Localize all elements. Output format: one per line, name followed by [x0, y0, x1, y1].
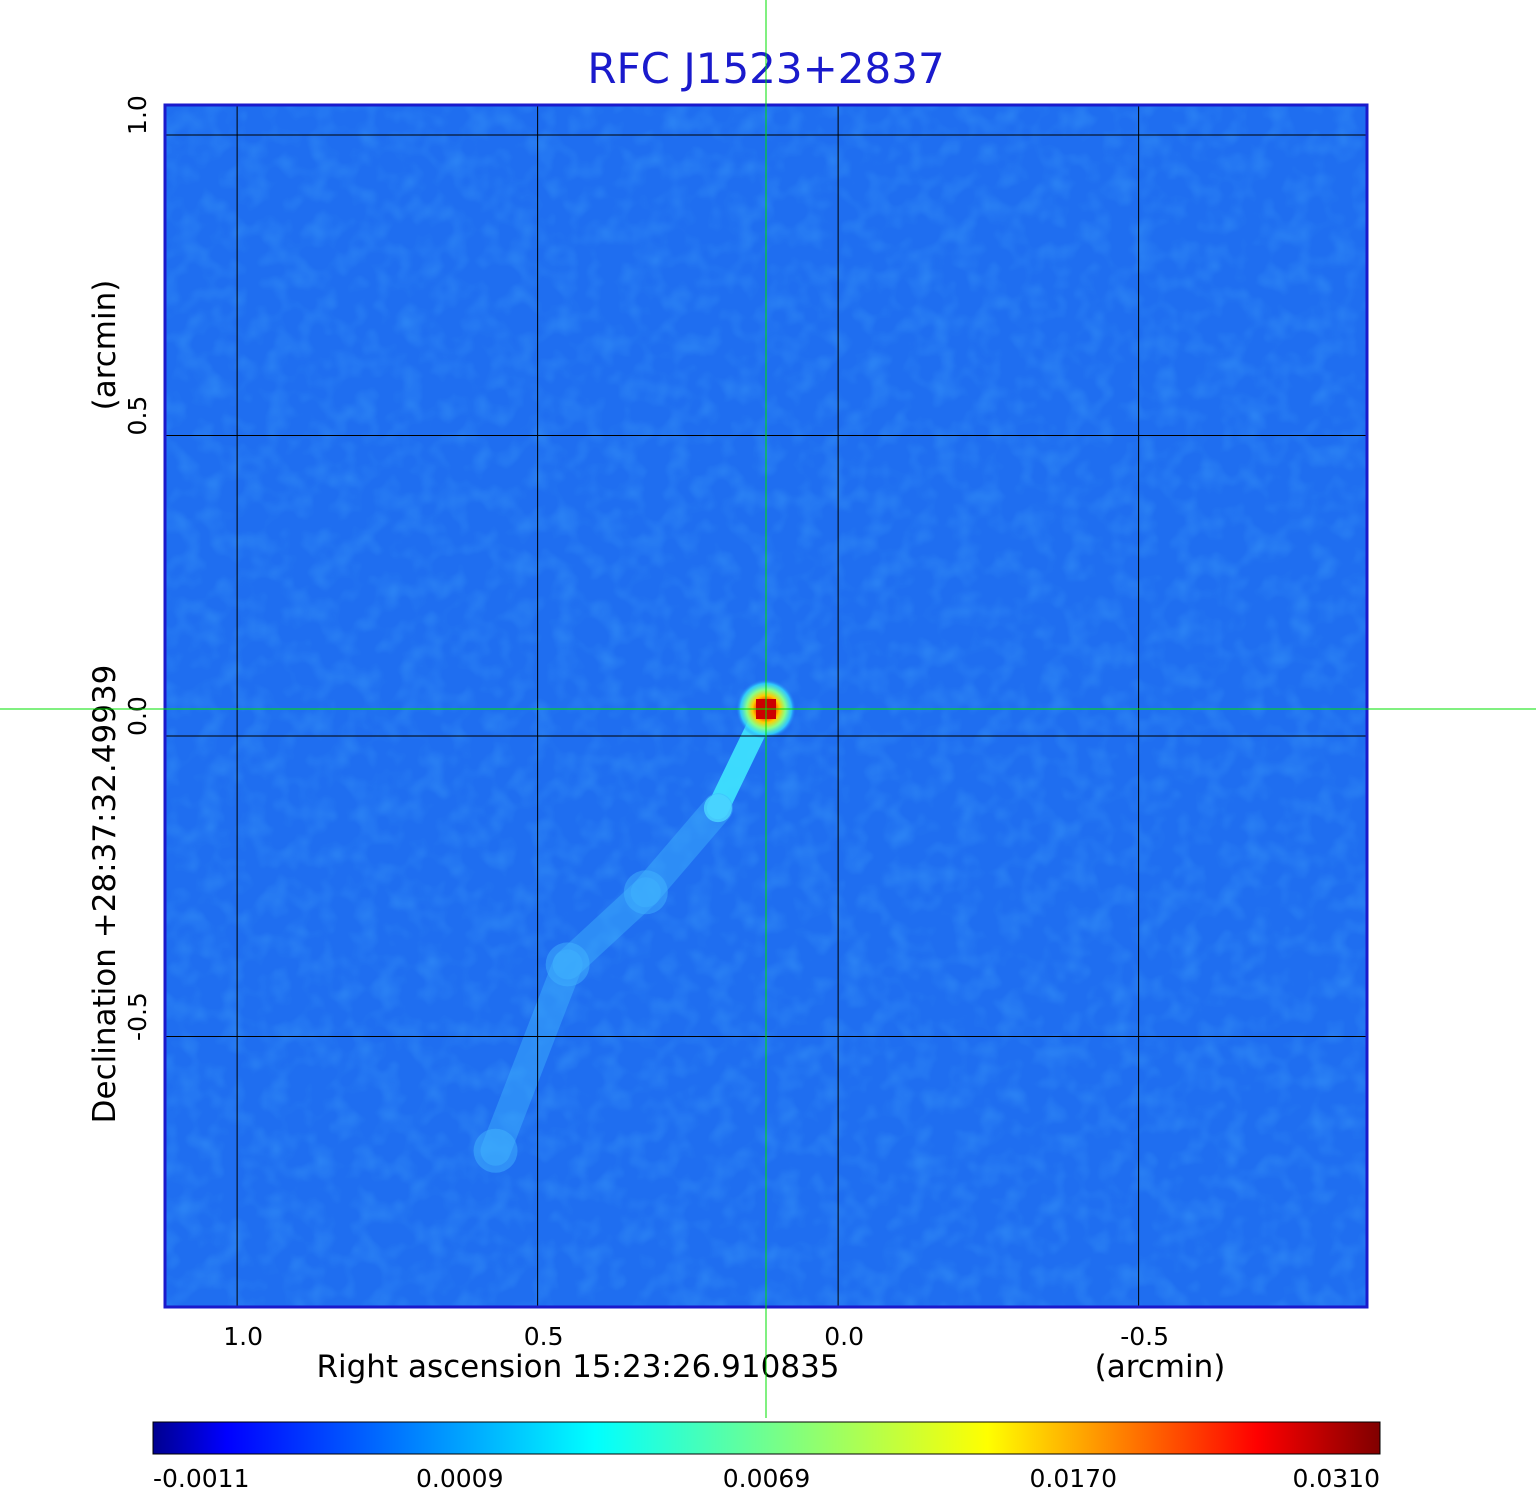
- y-tick-label: 0.5: [123, 396, 152, 436]
- y-tick-label: 1.0: [123, 95, 152, 135]
- x-tick-labels: 1.0 0.5 0.0 -0.5: [223, 1322, 1169, 1351]
- jet-knot: [473, 1128, 518, 1173]
- colorbar-tick-labels: -0.0011 0.0009 0.0069 0.0170 0.0310: [153, 1464, 1380, 1493]
- colorbar-tick-label: 0.0009: [416, 1464, 503, 1493]
- x-tick-label: 1.0: [223, 1322, 263, 1351]
- y-tick-labels: 1.0 0.5 0.0 -0.5: [123, 95, 152, 1041]
- colorbar-tick-label: -0.0011: [153, 1464, 250, 1493]
- y-tick-label: -0.5: [123, 992, 152, 1041]
- x-tick-label: 0.5: [524, 1322, 564, 1351]
- jet-segment: [552, 877, 661, 980]
- x-tick-label: 0.0: [824, 1322, 864, 1351]
- jet-knot: [703, 794, 732, 823]
- y-axis-label: Declination +28:37:32.49939: [87, 665, 123, 1124]
- x-axis-label: Right ascension 15:23:26.910835: [316, 1349, 839, 1385]
- crosshair: [0, 0, 1536, 1418]
- y-tick-label: 0.0: [123, 696, 152, 736]
- colorbar-tick-label: 0.0310: [1293, 1464, 1380, 1493]
- colorbar-tick-label: 0.0170: [1030, 1464, 1117, 1493]
- colorbar-tick-label: 0.0069: [723, 1464, 810, 1493]
- x-tick-label: -0.5: [1120, 1322, 1169, 1351]
- y-axis-unit: (arcmin): [87, 280, 123, 411]
- jet-segment: [630, 793, 733, 908]
- jet-knot: [623, 870, 668, 915]
- colorbar: [152, 1421, 1381, 1455]
- jet-knot: [545, 942, 590, 987]
- jet-emission: [473, 698, 777, 1173]
- x-axis-unit: (arcmin): [1095, 1349, 1226, 1385]
- jet-segment: [480, 949, 583, 1166]
